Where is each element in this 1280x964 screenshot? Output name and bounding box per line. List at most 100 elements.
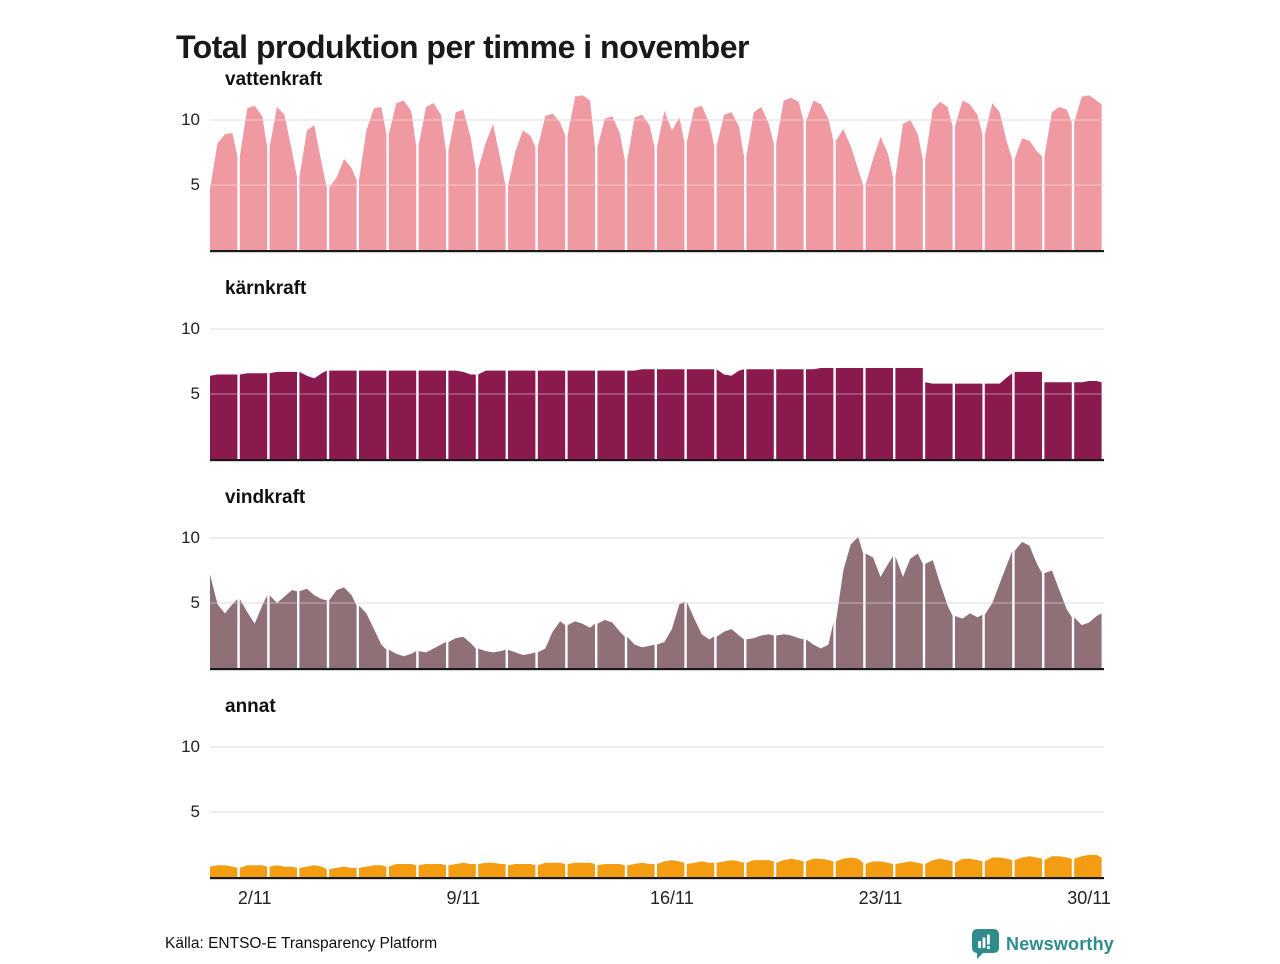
day-area [239, 373, 268, 459]
day-area [329, 159, 357, 250]
day-area [1074, 613, 1102, 668]
day-area [567, 95, 595, 250]
day-area [1044, 570, 1072, 668]
day-area [716, 860, 744, 877]
day-area [806, 100, 834, 250]
x-axis-line [210, 877, 1104, 880]
day-area [865, 136, 893, 250]
day-area [567, 862, 595, 877]
day-area [1074, 381, 1102, 459]
day-area [597, 864, 625, 877]
day-area [835, 536, 864, 668]
area-chart-vindkraft [210, 536, 1104, 671]
x-tick-label: 30/11 [1067, 888, 1111, 908]
day-area [1044, 856, 1072, 877]
day-area [627, 862, 655, 877]
day-area [329, 587, 357, 668]
x-tick-label: 2/11 [237, 888, 272, 908]
series-label-1: vattenkraft [225, 69, 323, 90]
day-area [210, 133, 238, 250]
day-area [537, 862, 566, 877]
day-area [388, 649, 417, 668]
day-area [895, 368, 923, 459]
x-tick-label: 16/11 [650, 888, 694, 908]
y-tick-label: 10 [181, 319, 200, 338]
newsworthy-logo-text: Newsworthy [1006, 933, 1115, 954]
day-area [567, 621, 595, 668]
day-area [359, 605, 387, 668]
day-area [388, 864, 417, 877]
day-area [627, 369, 655, 459]
day-area [537, 621, 566, 668]
source-caption: Källa: ENTSO-E Transparency Platform [165, 935, 438, 952]
day-area [686, 105, 715, 250]
day-area [746, 369, 774, 459]
day-area [299, 370, 327, 459]
x-axis-line [210, 250, 1104, 253]
day-area [657, 601, 685, 668]
day-area [388, 370, 417, 459]
day-area [448, 636, 476, 668]
day-area [359, 107, 387, 250]
day-area [478, 648, 506, 668]
day-area [776, 858, 804, 877]
day-area [269, 865, 297, 877]
day-area [955, 858, 983, 877]
newsworthy-logo: Newsworthy [972, 929, 1114, 959]
day-area [776, 369, 804, 459]
day-area [567, 370, 595, 459]
day-area [597, 619, 625, 668]
y-tick-label: 5 [190, 175, 200, 194]
day-area [508, 130, 536, 250]
y-tick-label: 10 [181, 737, 200, 756]
day-area [925, 101, 953, 250]
day-area [537, 370, 566, 459]
day-area [269, 107, 297, 250]
y-tick-label: 5 [190, 384, 200, 403]
day-area [835, 368, 864, 459]
day-area [1014, 856, 1042, 877]
x-tick-label: 23/11 [858, 888, 903, 908]
day-area [686, 601, 715, 668]
y-tick-label: 5 [190, 802, 200, 821]
day-area [269, 371, 297, 459]
day-area [776, 97, 804, 251]
day-area [1014, 541, 1042, 668]
day-area [210, 574, 238, 668]
x-axis-line [210, 668, 1104, 671]
day-area [1044, 382, 1072, 459]
day-area [865, 553, 893, 668]
day-area [925, 382, 953, 459]
day-area [806, 858, 834, 877]
day-area [895, 553, 923, 668]
day-area [329, 370, 357, 459]
day-area [925, 858, 953, 877]
day-area [448, 862, 476, 877]
day-area [299, 588, 327, 668]
day-area [657, 110, 685, 251]
day-area [806, 368, 834, 459]
day-area [210, 374, 238, 459]
day-area [508, 864, 536, 877]
day-area [597, 370, 625, 459]
day-area [984, 373, 1013, 459]
day-area [537, 113, 566, 250]
day-area [865, 368, 893, 459]
day-area [984, 551, 1013, 668]
area-chart-krnkraft [210, 328, 1104, 462]
day-area [299, 125, 327, 250]
day-area [418, 370, 446, 459]
day-area [657, 860, 685, 877]
day-area [627, 114, 655, 250]
day-area [895, 861, 923, 877]
x-axis-line [210, 459, 1104, 462]
day-area [955, 613, 983, 668]
day-area [627, 636, 655, 668]
y-tick-label: 10 [181, 110, 200, 129]
day-area [746, 860, 774, 877]
day-area [806, 622, 834, 668]
area-chart-annat [210, 746, 1104, 880]
day-area [716, 112, 744, 250]
day-area [776, 634, 804, 668]
day-area [478, 123, 506, 250]
